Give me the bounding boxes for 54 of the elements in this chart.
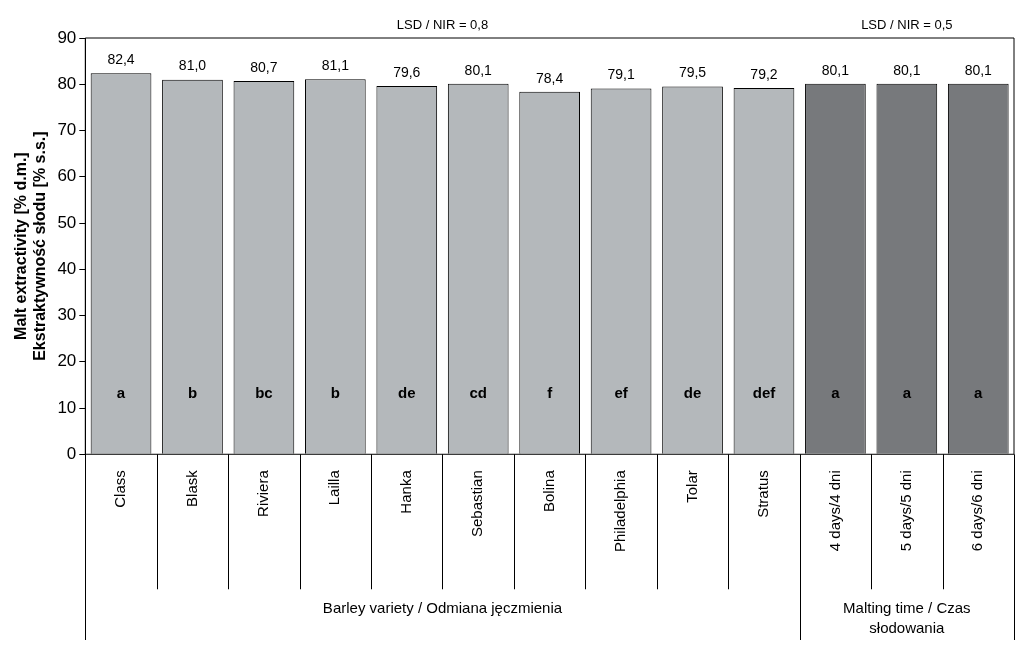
x-tick-label: Stratus (754, 470, 772, 518)
annotation: de (398, 384, 416, 402)
annotation: bc (255, 384, 273, 402)
text: Malting time / Czas słodowania (843, 598, 971, 636)
x-tick-label: Blask (182, 469, 200, 507)
data-label: 79,6 (393, 63, 421, 80)
x-tick-label: Class (111, 470, 129, 508)
y-tick-label: 60 (57, 166, 77, 186)
text: LSD / NIR = 0,8 (396, 17, 489, 33)
y-tick-label: 90 (57, 27, 77, 47)
y-tick-label: 10 (57, 397, 77, 417)
x-tick-label: Philadelphia (611, 469, 629, 552)
annotation: de (683, 384, 702, 402)
y-tick-label: 0 (66, 443, 77, 463)
annotation: ef (614, 384, 629, 402)
x-tick-label: 5 days/5 dni (896, 470, 914, 552)
data-label: 80,7 (250, 58, 278, 75)
annotation: b (330, 384, 340, 402)
data-label: 79,5 (678, 64, 707, 81)
x-tick-label: Bolina (539, 469, 557, 512)
y-tick-label: 70 (57, 120, 77, 140)
x-tick-label: Hanka (396, 469, 414, 514)
data-label: 79,2 (750, 65, 778, 82)
y-tick-label: 20 (57, 351, 77, 371)
annotation: a (974, 384, 984, 402)
y-tick-label: 50 (57, 212, 77, 232)
data-label: 78,4 (536, 69, 564, 86)
x-tick-label: Sebastian (468, 470, 486, 537)
annotation: def (752, 384, 777, 402)
x-tick-label: 4 days/4 dni (825, 470, 843, 552)
annotation: a (116, 384, 126, 402)
x-tick-label: Lailla (325, 469, 343, 506)
annotation: b (187, 384, 198, 402)
annotation: f (547, 384, 554, 402)
y-axis-title: Malt extractivity [% d.m.] Ekstraktywność słodu [% s.s.] (12, 131, 49, 361)
text: LSD / NIR = 0,5 (861, 17, 953, 33)
data-label: 82,4 (107, 51, 135, 68)
annotation: a (831, 384, 841, 402)
annotation: cd (469, 384, 487, 402)
y-tick-label: 40 (57, 258, 77, 278)
y-tick-label: 30 (57, 305, 77, 325)
data-label: 80,1 (464, 61, 493, 78)
x-tick-label: Tolar (682, 470, 700, 503)
text: Barley variety / Odmiana jęczmienia (322, 598, 563, 616)
data-label: 81,0 (178, 57, 207, 74)
annotation: a (902, 384, 912, 402)
data-label: 79,1 (607, 66, 635, 83)
y-tick-label: 80 (57, 73, 77, 93)
data-label: 80,1 (893, 61, 921, 78)
data-label: 80,1 (821, 61, 850, 78)
data-label: 81,1 (321, 57, 350, 74)
x-tick-label: 6 days/6 dni (968, 470, 986, 552)
x-tick-label: Riviera (254, 469, 272, 517)
data-label: 80,1 (964, 61, 993, 78)
